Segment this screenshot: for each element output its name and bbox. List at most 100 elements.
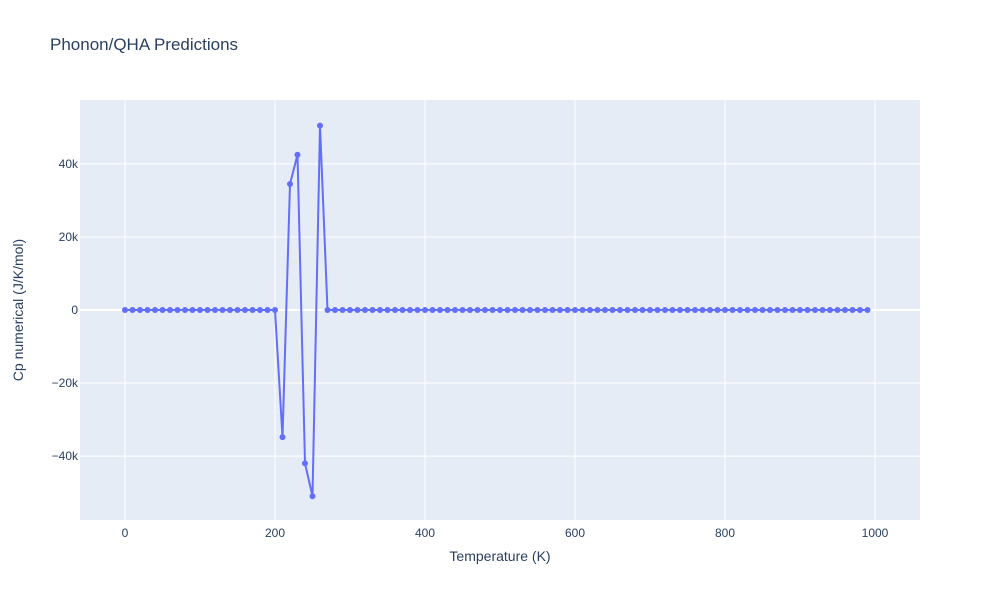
data-point[interactable] [714,307,721,313]
data-point[interactable] [647,307,653,313]
data-point[interactable] [684,307,691,313]
data-point[interactable] [542,307,548,313]
data-point[interactable] [467,307,473,313]
data-point[interactable] [767,307,773,313]
data-point[interactable] [602,307,608,313]
data-point[interactable] [804,307,811,313]
data-point[interactable] [572,307,578,313]
data-point[interactable] [564,307,571,313]
data-point[interactable] [617,307,623,313]
data-point[interactable] [849,307,856,313]
data-point[interactable] [669,307,676,313]
data-point[interactable] [384,307,391,313]
data-point[interactable] [624,307,631,313]
data-point[interactable] [234,307,241,313]
data-point[interactable] [324,307,331,313]
data-point[interactable] [527,307,533,313]
data-point[interactable] [474,307,481,313]
data-point[interactable] [339,307,346,313]
data-point[interactable] [774,307,781,313]
data-point[interactable] [707,307,713,313]
data-point[interactable] [699,307,706,313]
data-point[interactable] [857,307,863,313]
data-point[interactable] [722,307,728,313]
data-point[interactable] [287,181,293,187]
data-point[interactable] [789,307,796,313]
data-point[interactable] [797,307,803,313]
data-point[interactable] [557,307,563,313]
data-point[interactable] [309,493,316,500]
data-point[interactable] [422,307,428,313]
data-point[interactable] [782,307,788,313]
data-point[interactable] [242,307,248,313]
data-point[interactable] [197,307,203,313]
data-point[interactable] [354,307,361,313]
data-point[interactable] [654,307,661,313]
data-point[interactable] [294,151,301,158]
data-point[interactable] [752,307,758,313]
data-point[interactable] [437,307,443,313]
data-point[interactable] [827,307,833,313]
data-point[interactable] [632,307,638,313]
data-point[interactable] [587,307,593,313]
data-point[interactable] [122,307,128,313]
data-point[interactable] [609,307,616,313]
data-point[interactable] [129,307,136,313]
data-point[interactable] [519,307,526,313]
data-point[interactable] [744,307,751,313]
data-point[interactable] [167,307,173,313]
data-point[interactable] [347,307,353,313]
data-point[interactable] [534,307,541,313]
data-point[interactable] [249,307,256,313]
data-point[interactable] [369,307,376,313]
data-point[interactable] [429,307,436,313]
data-point[interactable] [639,307,646,313]
data-point[interactable] [677,307,683,313]
data-point[interactable] [444,307,451,313]
data-point[interactable] [662,307,668,313]
data-point[interactable] [459,307,466,313]
data-point[interactable] [399,307,406,313]
data-point[interactable] [152,307,158,313]
data-point[interactable] [512,307,518,313]
data-point[interactable] [834,307,841,313]
data-point[interactable] [219,307,226,313]
data-point[interactable] [279,434,286,441]
data-point[interactable] [864,307,871,313]
data-point[interactable] [182,307,188,313]
data-point[interactable] [414,307,421,313]
data-point[interactable] [497,307,503,313]
data-point[interactable] [392,307,398,313]
data-point[interactable] [302,460,308,467]
data-point[interactable] [759,307,766,313]
data-point[interactable] [737,307,743,313]
data-point[interactable] [257,307,263,313]
data-point[interactable] [549,307,556,313]
data-point[interactable] [317,122,323,129]
data-point[interactable] [137,307,143,313]
data-point[interactable] [489,307,496,313]
data-point[interactable] [264,307,271,313]
data-point[interactable] [729,307,736,313]
data-point[interactable] [692,307,698,313]
data-point[interactable] [189,307,196,313]
data-point[interactable] [407,307,413,313]
data-point[interactable] [377,307,383,313]
data-point[interactable] [819,307,826,313]
data-point[interactable] [812,307,818,313]
data-point[interactable] [332,307,338,313]
data-point[interactable] [504,307,511,313]
data-point[interactable] [594,307,601,313]
data-point[interactable] [212,307,218,313]
data-point[interactable] [579,307,586,313]
data-point[interactable] [159,307,166,313]
data-point[interactable] [452,307,458,313]
data-point[interactable] [842,307,848,313]
data-point[interactable] [204,307,211,313]
data-point[interactable] [482,307,488,313]
data-point[interactable] [174,307,181,313]
data-point[interactable] [272,307,278,313]
data-point[interactable] [144,307,151,313]
data-point[interactable] [362,307,368,313]
data-point[interactable] [227,307,233,313]
